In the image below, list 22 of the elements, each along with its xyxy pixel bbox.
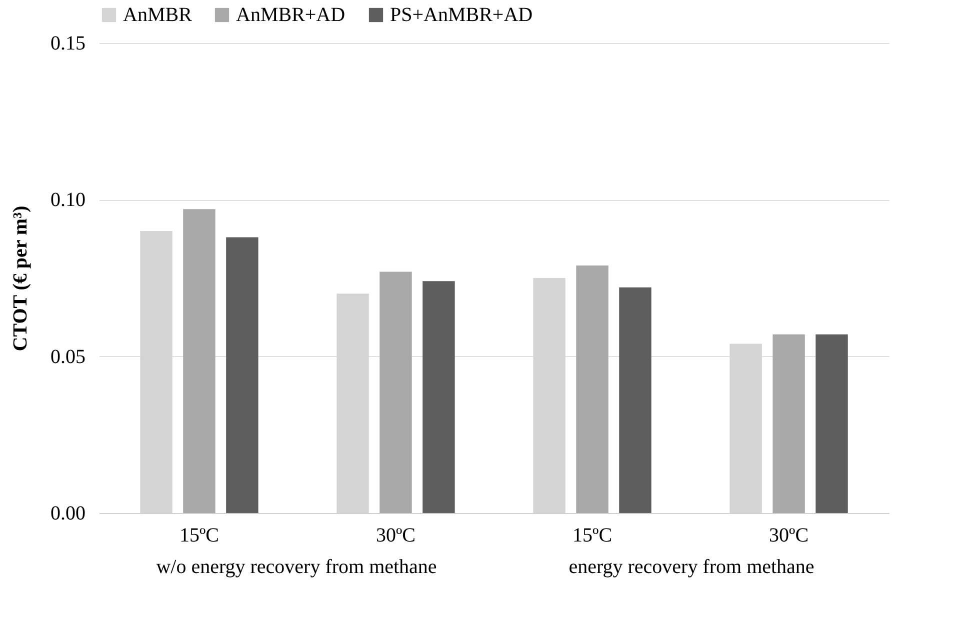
y-tick-label: 0.00 [50, 502, 86, 524]
legend-label: PS+AnMBR+AD [390, 4, 533, 26]
legend-label: AnMBR+AD [236, 4, 346, 26]
bar [576, 265, 608, 513]
x-tick-label: 15ºC [179, 524, 219, 546]
bar [772, 334, 805, 513]
legend-label: AnMBR [123, 4, 193, 26]
text: w/o energy recovery from methane [156, 556, 437, 578]
y-tick-label: 0.05 [50, 346, 86, 368]
y-axis-title: CTOT (€ per m³) [10, 206, 32, 352]
bar [816, 334, 848, 513]
x-tick-label: 30ºC [376, 524, 416, 546]
bar [422, 281, 455, 513]
text: energy recovery from methane [568, 556, 814, 578]
y-tick-label: 0.10 [50, 189, 86, 212]
bar [619, 287, 652, 513]
x-tick-label: 15ºC [572, 524, 612, 546]
bar [380, 272, 412, 513]
x-tick-label: 30ºC [769, 524, 809, 546]
bar [226, 237, 258, 513]
y-tick-label: 0.15 [50, 32, 86, 54]
bar [183, 209, 216, 513]
